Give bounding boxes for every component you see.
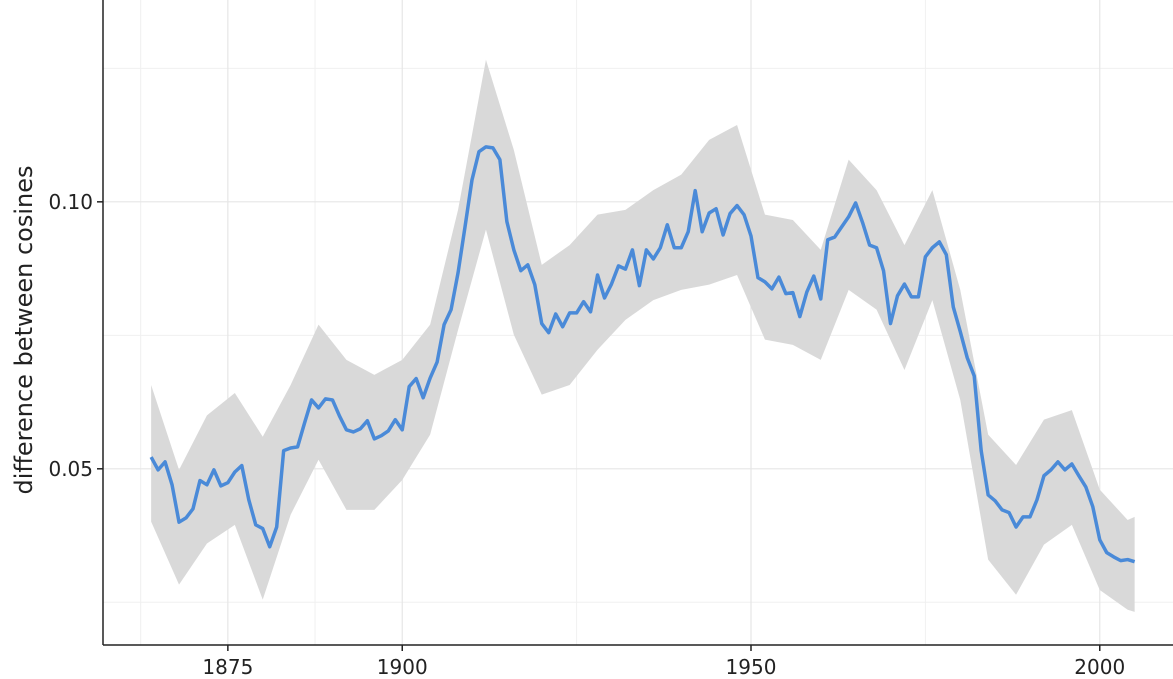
y-axis-label: difference between cosines xyxy=(10,165,38,494)
y-tick-label: 0.05 xyxy=(48,457,93,481)
y-tick-label: 0.10 xyxy=(48,190,93,214)
x-tick-label: 1900 xyxy=(377,655,428,675)
data-line xyxy=(149,145,1136,564)
x-tick-label: 2000 xyxy=(1074,655,1125,675)
x-tick-label: 1950 xyxy=(726,655,777,675)
x-tick-label: 1875 xyxy=(202,655,253,675)
confidence-band xyxy=(151,59,1135,612)
